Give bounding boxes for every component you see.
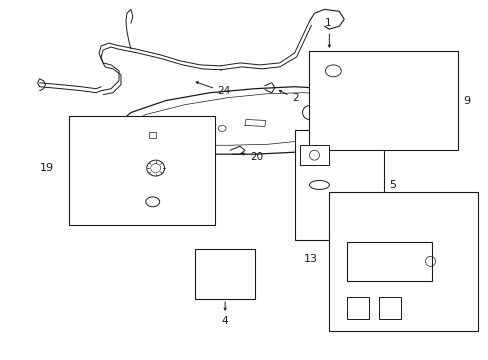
Text: →: → [119,197,126,206]
Text: 10: 10 [408,67,421,77]
Text: →: → [119,163,126,172]
Bar [294,130,383,239]
Bar [346,242,431,281]
Bar [378,297,400,319]
Text: 15: 15 [445,208,458,218]
Text: 6: 6 [358,150,365,160]
Text: 8: 8 [358,180,365,190]
Bar [299,145,328,165]
Text: 13: 13 [303,255,317,264]
Text: 23: 23 [106,197,119,207]
Bar [148,132,155,138]
Bar [69,116,215,225]
Bar [195,249,254,299]
Text: 16: 16 [332,320,346,330]
Text: 20: 20 [249,152,263,162]
Text: 2: 2 [292,93,299,103]
Text: 4: 4 [221,316,227,326]
Text: 12: 12 [408,96,421,105]
Text: 18: 18 [339,98,352,108]
Text: 3: 3 [342,137,348,147]
Text: 14: 14 [445,255,458,264]
Text: 11: 11 [408,133,421,143]
Text: 24: 24 [217,86,230,96]
Bar [328,192,477,331]
Bar [346,297,368,319]
Text: →: → [119,132,126,141]
Text: 9: 9 [462,96,469,105]
Text: 22: 22 [106,163,119,173]
Text: 7: 7 [358,220,365,230]
Text: 19: 19 [40,163,54,173]
Bar [309,51,457,150]
Text: 17: 17 [406,322,419,332]
Text: 21: 21 [106,131,119,141]
Text: 5: 5 [388,180,395,190]
Text: 1: 1 [324,18,330,28]
